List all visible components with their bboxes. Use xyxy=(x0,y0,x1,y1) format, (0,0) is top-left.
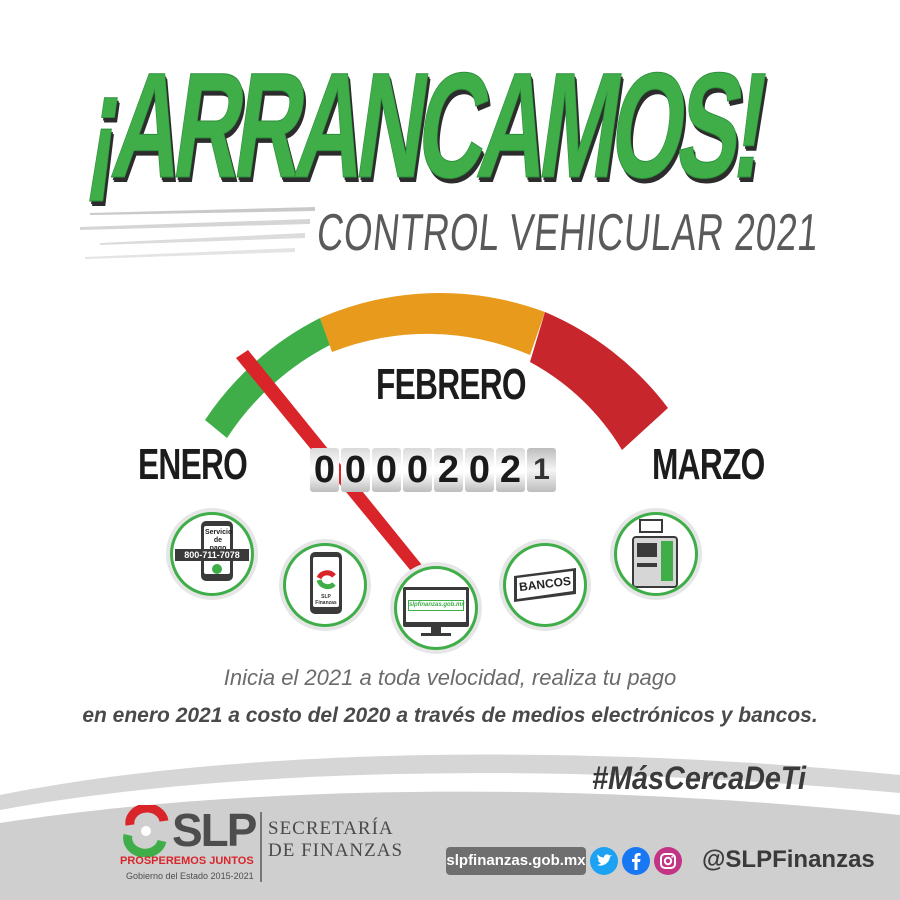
headline-title: ¡ARRANCAMOS! xyxy=(79,41,773,210)
odometer-digit: 0 xyxy=(465,448,494,492)
phone-service-label: Servicio de pago xyxy=(205,529,233,552)
banks-channel: BANCOS xyxy=(499,539,591,631)
gauge-arc-red xyxy=(530,312,668,450)
odometer-digit: 0 xyxy=(372,448,401,492)
instagram-icon[interactable] xyxy=(654,847,682,875)
website-link[interactable]: slpfinanzas.gob.mx xyxy=(446,847,586,875)
secretaria-block: SECRETARÍA DE FINANZAS xyxy=(268,818,403,862)
tagline-line-2: en enero 2021 a costo del 2020 a través … xyxy=(82,704,818,727)
logo-divider xyxy=(260,812,262,882)
month-enero: ENERO xyxy=(138,440,248,489)
month-febrero: FEBRERO xyxy=(376,360,527,409)
app-channel: SLP Finanzas xyxy=(279,539,371,631)
bank-sign-icon xyxy=(514,568,576,602)
slp-wordmark: SLP xyxy=(172,804,257,856)
slp-logo: SLP PROSPEREMOS JUNTOS Gobierno del Esta… xyxy=(120,804,257,885)
slp-government: Gobierno del Estado 2015-2021 xyxy=(126,871,254,881)
slp-emblem-icon xyxy=(123,805,169,857)
month-marzo: MARZO xyxy=(652,440,765,489)
speed-lines xyxy=(80,207,315,259)
gauge-arc-orange xyxy=(320,292,545,355)
kiosk-channel xyxy=(610,508,702,600)
monitor-icon xyxy=(403,587,469,636)
odometer-digit: 0 xyxy=(403,448,432,492)
tagline-line-1: Inicia el 2021 a toda velocidad, realiza… xyxy=(223,665,677,690)
mobile-app-icon xyxy=(310,552,342,614)
odometer-digit: 2 xyxy=(496,448,525,492)
kiosk-icon xyxy=(632,519,678,588)
odometer-digit: 2 xyxy=(434,448,463,492)
gauge-arc-green xyxy=(205,318,330,438)
odometer-digit: 1 xyxy=(527,448,556,492)
odometer-digit: 0 xyxy=(341,448,370,492)
app-label: SLP Finanzas xyxy=(315,594,337,606)
secretaria-line-2: DE FINANZAS xyxy=(268,840,404,861)
secretaria-line-1: SECRETARÍA xyxy=(268,818,394,839)
web-url: slpfinanzas.gob.mx xyxy=(408,600,465,611)
facebook-icon[interactable] xyxy=(622,847,650,875)
headline: ¡ARRANCAMOS! xyxy=(77,40,844,230)
phone-service-channel: Servicio de pago 800-711-7078 xyxy=(166,508,258,600)
twitter-icon[interactable] xyxy=(590,847,618,875)
phone-number: 800-711-7078 xyxy=(175,549,249,561)
headline-subtitle: CONTROL VEHICULAR 2021 xyxy=(314,204,822,262)
odometer: 0 0 0 0 2 0 2 1 xyxy=(310,448,556,492)
social-handle[interactable]: @SLPFinanzas xyxy=(702,846,875,873)
odometer-digit: 0 xyxy=(310,448,339,492)
web-channel: slpfinanzas.gob.mx xyxy=(390,562,482,654)
slp-motto: PROSPEREMOS JUNTOS xyxy=(120,855,254,867)
hashtag: #MásCercaDeTi xyxy=(592,760,806,796)
